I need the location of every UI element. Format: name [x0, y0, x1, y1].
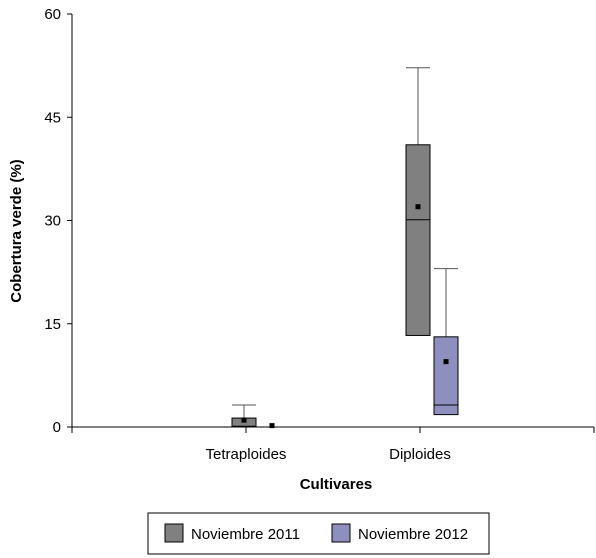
- legend-frame: [147, 512, 490, 555]
- mean-marker: [415, 204, 421, 210]
- box: [433, 336, 459, 416]
- mean-marker: [443, 359, 449, 365]
- legend-label: Noviembre 2012: [358, 526, 468, 543]
- chart-axes: [71, 14, 594, 428]
- x-axis-title: Cultivares: [300, 476, 373, 493]
- box: [405, 144, 431, 336]
- y-tick-label: 60: [44, 6, 61, 23]
- y-tick-label: 15: [44, 316, 61, 333]
- y-axis-ticks: 0 15 30 45 60: [44, 6, 72, 436]
- x-tick-label: Tetraploides: [206, 446, 287, 463]
- chart-legend: Noviembre 2011 Noviembre 2012: [147, 512, 490, 555]
- x-axis-ticks: Tetraploides Diploides: [71, 427, 595, 463]
- x-tick-label: Diploides: [389, 446, 451, 463]
- box-plot: [433, 268, 459, 416]
- mean-marker: [241, 417, 247, 423]
- y-tick-label: 0: [53, 419, 61, 436]
- legend-swatch: [331, 523, 351, 543]
- y-tick-label: 45: [44, 109, 61, 126]
- mean-marker: [269, 423, 275, 429]
- legend-label: Noviembre 2011: [191, 526, 300, 543]
- legend-swatch: [164, 523, 184, 543]
- box-plot: [231, 404, 257, 428]
- box-plot: [269, 423, 275, 429]
- y-tick-label: 30: [44, 213, 61, 230]
- box-series: [231, 67, 459, 429]
- y-axis-title: Cobertura verde (%): [8, 159, 25, 302]
- box-plot: [405, 67, 431, 336]
